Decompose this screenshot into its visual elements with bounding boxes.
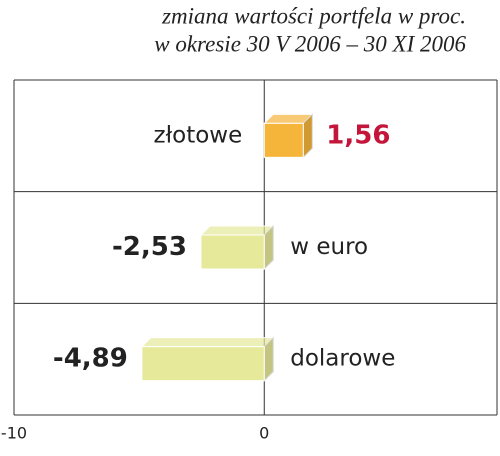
chart-title: zmiana wartości portfela w proc.	[161, 3, 466, 28]
bar	[263, 122, 304, 158]
bar	[200, 234, 265, 270]
chart-subtitle: w okresie 30 V 2006 – 30 XI 2006	[154, 31, 466, 56]
value-label: -4,89	[53, 344, 128, 374]
bar	[141, 346, 265, 382]
x-tick-label: -10	[1, 424, 27, 443]
value-label: -2,53	[112, 232, 187, 262]
bar-top	[199, 225, 275, 236]
x-tick-label: 0	[259, 424, 269, 443]
category-label: złotowe	[154, 122, 243, 148]
value-label: 1,56	[326, 120, 390, 150]
bar-top	[140, 337, 275, 348]
category-label: w euro	[290, 234, 368, 260]
category-label: dolarowe	[290, 346, 395, 372]
